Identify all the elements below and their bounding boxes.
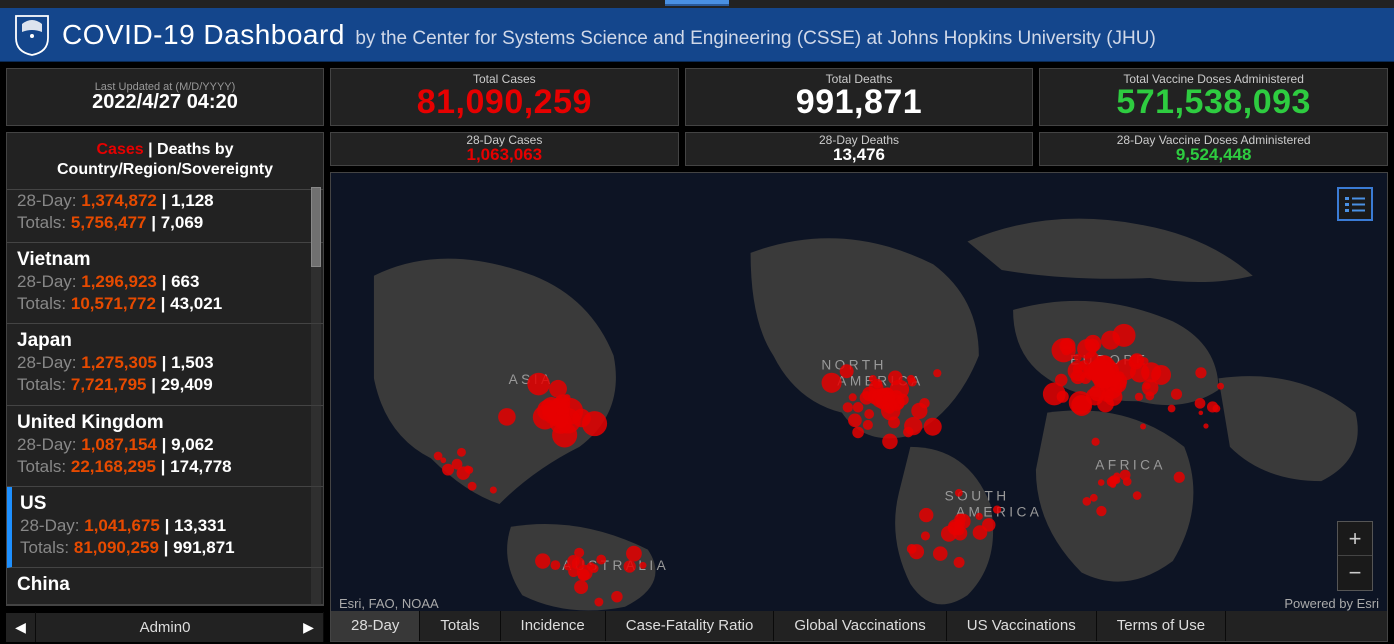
admin-level-label: Admin0 [36, 619, 294, 636]
tab-28-day[interactable]: 28-Day [331, 611, 420, 641]
big-stats-row: Total Cases81,090,259Total Deaths991,871… [330, 68, 1388, 126]
country-row[interactable]: 28-Day: 1,374,872 | 1,128Totals: 5,756,4… [7, 190, 323, 243]
country-list-panel: Cases | Deaths by Country/Region/Soverei… [6, 132, 324, 606]
last-updated-panel: Last Updated at (M/D/YYYY) 2022/4/27 04:… [6, 68, 324, 126]
stat-box: Total Deaths991,871 [685, 68, 1034, 126]
svg-text:SOUTH: SOUTH [945, 489, 1010, 504]
map-powered-by: Powered by Esri [1284, 596, 1379, 611]
country-list-header: Cases | Deaths by Country/Region/Soverei… [7, 133, 323, 190]
scrollbar[interactable] [311, 187, 321, 605]
stat-value: 9,524,448 [1040, 146, 1387, 165]
header: COVID-19 Dashboard by the Center for Sys… [0, 8, 1394, 62]
country-rows[interactable]: 28-Day: 1,374,872 | 1,128Totals: 5,756,4… [7, 190, 323, 605]
stat-box: Total Vaccine Doses Administered571,538,… [1039, 68, 1388, 126]
map-tabs: 28-DayTotalsIncidenceCase-Fatality Ratio… [331, 611, 1387, 641]
country-row[interactable]: United Kingdom28-Day: 1,087,154 | 9,062T… [7, 406, 323, 487]
stat-value: 13,476 [686, 146, 1033, 165]
zoom-out-button[interactable]: − [1338, 556, 1372, 590]
country-row[interactable]: Japan28-Day: 1,275,305 | 1,503Totals: 7,… [7, 324, 323, 405]
stat-box: 28-Day Cases1,063,063 [330, 132, 679, 166]
stat-label: 28-Day Cases [331, 134, 678, 146]
svg-text:AFRICA: AFRICA [1095, 458, 1166, 473]
stat-value: 1,063,063 [331, 146, 678, 165]
header-titles: COVID-19 Dashboard by the Center for Sys… [62, 19, 1156, 51]
page-title: COVID-19 Dashboard [62, 19, 345, 50]
last-updated-value: 2022/4/27 04:20 [7, 91, 323, 114]
stat-box: 28-Day Vaccine Doses Administered9,524,4… [1039, 132, 1388, 166]
stat-box: 28-Day Deaths13,476 [685, 132, 1034, 166]
page-subtitle: by the Center for Systems Science and En… [355, 28, 1155, 49]
top-accent-bar [0, 0, 1394, 8]
map-canvas[interactable]: ASIANORTHAMERICASOUTHAMERICAEUROPEAFRICA… [331, 173, 1387, 641]
scroll-thumb[interactable] [311, 187, 321, 267]
stat-value: 81,090,259 [331, 85, 678, 121]
tab-incidence[interactable]: Incidence [501, 611, 606, 641]
svg-text:NORTH: NORTH [821, 357, 887, 372]
zoom-in-button[interactable]: + [1338, 522, 1372, 556]
tab-global-vaccinations[interactable]: Global Vaccinations [774, 611, 946, 641]
next-button[interactable]: ▶ [294, 612, 324, 642]
tab-terms-of-use[interactable]: Terms of Use [1097, 611, 1226, 641]
stat-value: 571,538,093 [1040, 85, 1387, 121]
tab-case-fatality-ratio[interactable]: Case-Fatality Ratio [606, 611, 775, 641]
country-row[interactable]: Vietnam28-Day: 1,296,923 | 663Totals: 10… [7, 243, 323, 324]
stat-value: 991,871 [686, 85, 1033, 121]
stat-label: 28-Day Deaths [686, 134, 1033, 146]
map-attribution: Esri, FAO, NOAA [339, 596, 439, 611]
zoom-controls: + − [1337, 521, 1373, 591]
small-stats-row: 28-Day Cases1,063,06328-Day Deaths13,476… [330, 132, 1388, 166]
legend-icon [1345, 196, 1365, 212]
legend-button[interactable] [1337, 187, 1373, 221]
prev-button[interactable]: ◀ [6, 612, 36, 642]
jhu-shield-icon [14, 14, 50, 56]
country-row[interactable]: China [7, 568, 323, 605]
tab-totals[interactable]: Totals [420, 611, 500, 641]
left-footer: ◀ Admin0 ▶ [6, 612, 324, 642]
map-panel: ASIANORTHAMERICASOUTHAMERICAEUROPEAFRICA… [330, 172, 1388, 642]
country-row[interactable]: US28-Day: 1,041,675 | 13,331Totals: 81,0… [7, 487, 323, 568]
stat-label: 28-Day Vaccine Doses Administered [1040, 134, 1387, 146]
stat-box: Total Cases81,090,259 [330, 68, 679, 126]
tab-us-vaccinations[interactable]: US Vaccinations [947, 611, 1097, 641]
